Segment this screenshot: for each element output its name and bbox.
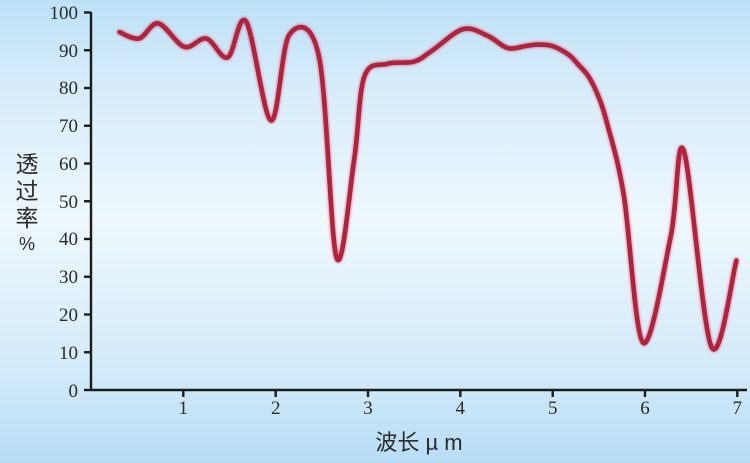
svg-text:60: 60 bbox=[59, 154, 78, 175]
svg-text:率: 率 bbox=[16, 205, 39, 231]
svg-text:4: 4 bbox=[456, 398, 466, 419]
svg-text:%: % bbox=[19, 234, 35, 254]
svg-text:2: 2 bbox=[271, 398, 281, 419]
svg-text:30: 30 bbox=[59, 267, 78, 288]
svg-text:20: 20 bbox=[59, 305, 78, 326]
svg-text:10: 10 bbox=[59, 343, 78, 364]
svg-text:80: 80 bbox=[59, 78, 78, 99]
svg-text:0: 0 bbox=[69, 381, 79, 402]
svg-text:6: 6 bbox=[640, 398, 650, 419]
svg-text:100: 100 bbox=[50, 3, 79, 24]
svg-text:90: 90 bbox=[59, 41, 78, 62]
svg-text:5: 5 bbox=[548, 398, 558, 419]
svg-text:3: 3 bbox=[363, 398, 373, 419]
svg-text:过: 过 bbox=[16, 178, 39, 204]
svg-text:透: 透 bbox=[16, 151, 39, 177]
svg-text:40: 40 bbox=[59, 229, 78, 250]
svg-text:70: 70 bbox=[59, 116, 78, 137]
svg-text:50: 50 bbox=[59, 192, 78, 213]
svg-text:1: 1 bbox=[179, 398, 189, 419]
svg-text:波长 µ m: 波长 µ m bbox=[375, 430, 462, 455]
svg-text:7: 7 bbox=[733, 398, 743, 419]
